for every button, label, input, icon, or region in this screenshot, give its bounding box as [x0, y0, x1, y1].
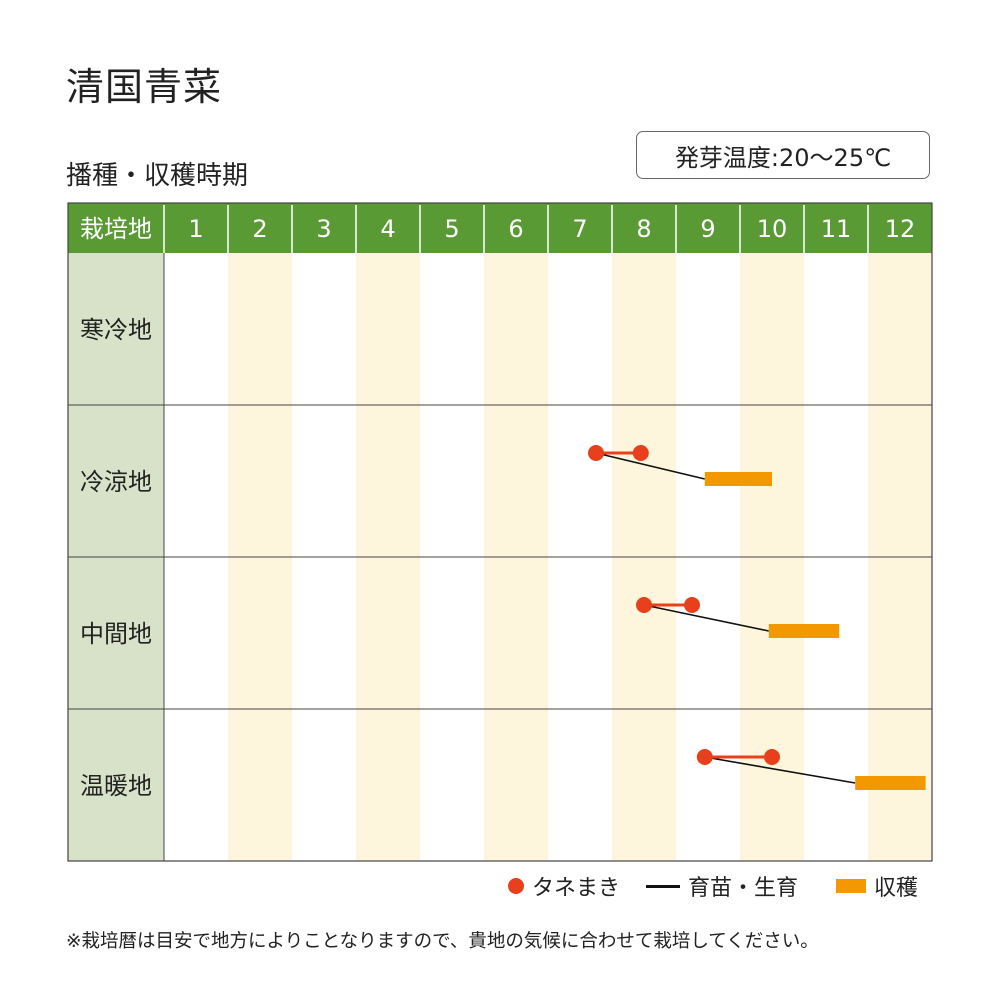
sowing-end-dot: [684, 597, 700, 613]
month-header-label: 6: [508, 215, 523, 243]
legend-harvest: 収穫: [798, 870, 918, 902]
header-region-label: 栽培地: [80, 215, 152, 243]
disclaimer-note: ※栽培暦は目安で地方によりことなりますので、貴地の気候に合わせて栽培してください…: [66, 931, 819, 952]
month-header-label: 3: [316, 215, 331, 243]
legend-harvest-label: 収穫: [874, 876, 919, 901]
month-header-label: 7: [572, 215, 587, 243]
header-row-background: [68, 203, 932, 253]
region-label: 温暖地: [80, 772, 152, 800]
page-title: 清国青菜: [66, 65, 223, 109]
month-header-label: 12: [885, 215, 916, 243]
harvest-bar: [855, 776, 926, 790]
legend-growing: 育苗・生育: [620, 870, 798, 902]
chart-subtitle: 播種・収穫時期: [66, 161, 249, 191]
month-header-label: 5: [444, 215, 459, 243]
legend-sowing: タネまき: [508, 870, 620, 902]
sowing-start-dot: [636, 597, 652, 613]
month-header-label: 1: [188, 215, 203, 243]
sowing-dot-icon: [508, 878, 524, 894]
region-label: 冷涼地: [80, 468, 152, 496]
germination-temp-text: 発芽温度:20〜25℃: [674, 143, 892, 172]
chart-legend: タネまき 育苗・生育 収穫: [508, 869, 918, 903]
month-header-label: 2: [252, 215, 267, 243]
month-header-label: 8: [636, 215, 651, 243]
harvest-bar-icon: [836, 879, 867, 893]
region-label: 寒冷地: [80, 316, 152, 344]
month-header-label: 4: [380, 215, 395, 243]
harvest-bar: [704, 472, 772, 486]
growing-line: [595, 452, 705, 480]
sowing-start-dot: [696, 749, 713, 765]
legend-growing-label: 育苗・生育: [688, 876, 799, 901]
harvest-bar: [768, 624, 840, 638]
sowing-end-dot: [632, 445, 649, 461]
grid-border: [67, 202, 933, 862]
month-header-label: 10: [757, 215, 788, 243]
month-header-label: 11: [821, 215, 852, 243]
month-header-label: 9: [700, 215, 715, 243]
sowing-end-dot: [764, 749, 780, 765]
germination-temp-badge: 発芽温度:20〜25℃: [636, 131, 930, 179]
legend-sowing-label: タネまき: [532, 876, 621, 901]
growing-line: [704, 756, 856, 784]
sowing-start-dot: [588, 445, 604, 461]
region-label: 中間地: [80, 620, 152, 648]
growing-line-icon: [646, 884, 681, 888]
growing-line: [643, 604, 769, 632]
